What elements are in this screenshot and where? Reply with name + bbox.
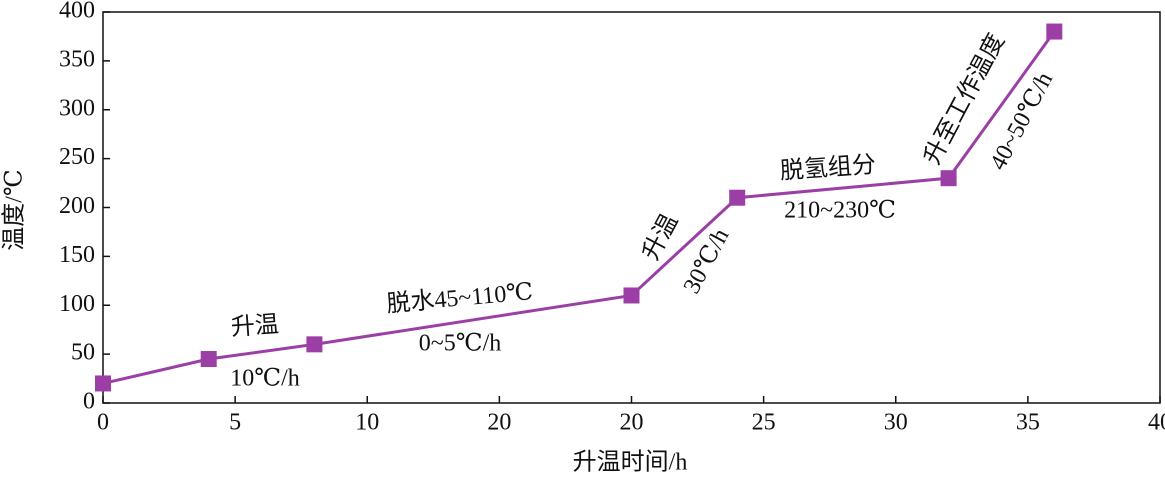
annotation: 30℃/h	[679, 225, 735, 299]
annotation: 210~230℃	[784, 198, 896, 224]
annotation: 脱氢组分	[779, 151, 877, 185]
x-tick-label: 35	[1016, 410, 1040, 436]
x-tick-label: 20	[620, 410, 644, 436]
annotation: 40~50℃/h	[985, 68, 1058, 174]
point-marker	[95, 375, 111, 392]
x-tick-label: 20	[487, 410, 511, 436]
y-tick-label: 50	[71, 340, 95, 366]
point-marker	[306, 336, 323, 353]
point-marker	[940, 170, 957, 187]
y-tick-label: 400	[59, 0, 95, 24]
x-tick-label: 25	[752, 410, 776, 436]
x-tick-label: 40	[1148, 410, 1165, 436]
x-tick-label: 30	[884, 410, 908, 436]
point-marker	[623, 287, 640, 304]
annotation: 升温	[637, 210, 683, 265]
x-tick-label: 5	[229, 410, 241, 436]
annotation: 脱水45~110℃	[385, 278, 534, 318]
x-tick-label: 10	[355, 410, 379, 436]
y-tick-label: 0	[83, 389, 95, 415]
y-tick-label: 200	[59, 193, 95, 219]
annotation: 0~5℃/h	[419, 331, 502, 357]
y-tick-label: 150	[59, 242, 95, 268]
y-tick-label: 300	[59, 95, 95, 121]
annotation: 10℃/h	[230, 366, 300, 392]
y-tick-label: 100	[59, 291, 95, 317]
y-axis-label: 温度/℃	[1, 169, 28, 251]
annotation: 升温	[230, 311, 280, 341]
x-axis-label: 升温时间/h	[573, 449, 688, 476]
x-tick-label: 0	[97, 410, 109, 436]
y-tick-label: 250	[59, 144, 95, 170]
point-marker	[200, 351, 217, 368]
point-marker	[729, 189, 746, 206]
y-tick-label: 350	[59, 46, 95, 72]
point-marker	[1046, 23, 1063, 40]
plot-frame	[102, 11, 1161, 404]
